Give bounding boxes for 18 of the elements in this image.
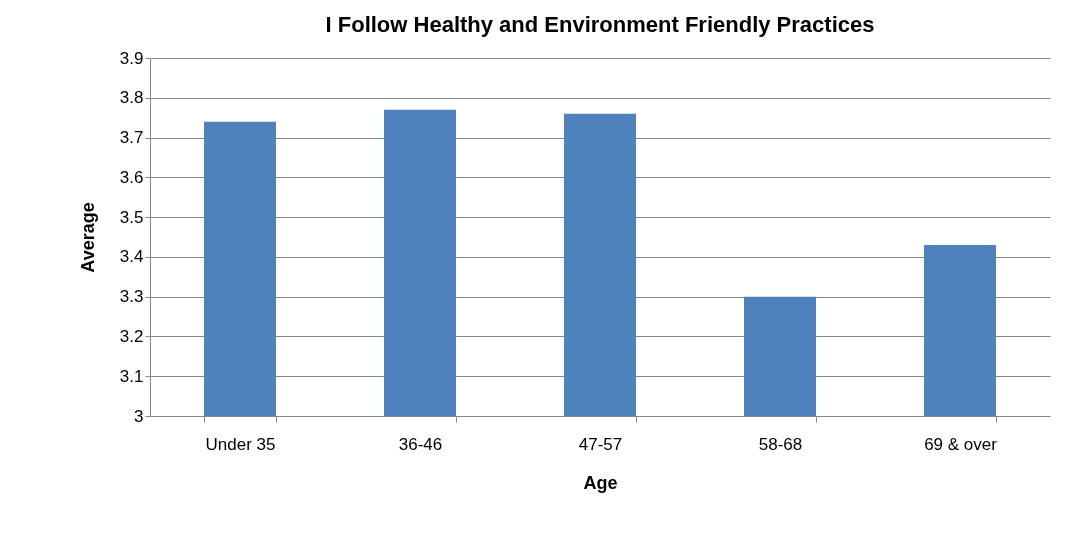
chart-title: I Follow Healthy and Environment Friendly Practices: [325, 12, 875, 37]
x-tick-label: Under 35: [205, 434, 276, 454]
x-tick-label: 36-46: [398, 434, 443, 454]
y-tick-label: 3.6: [119, 167, 144, 187]
y-tick-label: 3.5: [119, 207, 144, 227]
y-tick-label: 3.7: [119, 128, 144, 148]
y-tick-label: 3.9: [119, 48, 144, 68]
y-tick-label: 3: [134, 406, 144, 426]
y-tick-label: 3.2: [119, 326, 144, 346]
x-tick-label: 69 & over: [924, 434, 998, 454]
y-tick-label: 3.3: [119, 287, 144, 307]
y-tick-label: 3.8: [119, 88, 144, 108]
x-axis-title: Age: [583, 472, 618, 493]
x-tick-label: 47-57: [578, 434, 623, 454]
y-tick-label: 3.1: [119, 366, 144, 386]
x-tick-label: 58-68: [758, 434, 803, 454]
y-axis-title: Average: [77, 202, 98, 273]
y-tick-label: 3.4: [119, 247, 144, 267]
